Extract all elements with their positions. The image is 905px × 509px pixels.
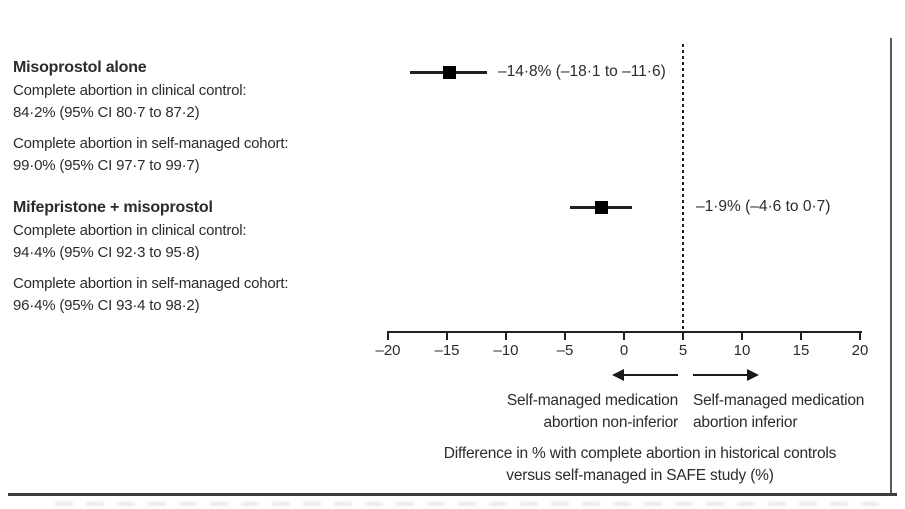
direction-label-line: abortion inferior bbox=[693, 414, 798, 431]
group-heading: Mifepristone + misoprostol bbox=[13, 199, 213, 216]
x-axis-line bbox=[388, 331, 862, 333]
noninferiority-reference-line bbox=[682, 44, 684, 333]
group-line: 94·4% (95% CI 92·3 to 95·8) bbox=[13, 244, 200, 261]
figure-frame-right-border bbox=[890, 38, 892, 496]
group-heading: Misoprostol alone bbox=[13, 59, 147, 76]
group-line: Complete abortion in clinical control: bbox=[13, 222, 247, 239]
group-mifepristone-misoprostol: Mifepristone + misoprostol Complete abor… bbox=[13, 196, 373, 317]
group-line: 99·0% (95% CI 97·7 to 99·7) bbox=[13, 157, 200, 174]
estimate-label: –1·9% (–4·6 to 0·7) bbox=[696, 198, 831, 215]
arrow-left-icon bbox=[612, 369, 624, 381]
x-axis-tick-label: –15 bbox=[434, 342, 460, 359]
x-axis-tick-label: 10 bbox=[733, 342, 751, 359]
x-axis-tick bbox=[387, 331, 389, 340]
direction-label-line: abortion non-inferior bbox=[543, 414, 678, 431]
x-axis-tick-label: 15 bbox=[792, 342, 810, 359]
group-line: Complete abortion in self-managed cohort… bbox=[13, 275, 289, 292]
x-axis-tick bbox=[564, 331, 566, 340]
x-axis-tick-label: 5 bbox=[678, 342, 688, 359]
arrow-left-shaft bbox=[622, 374, 678, 376]
x-axis-caption-line: versus self-managed in SAFE study (%) bbox=[506, 466, 774, 484]
direction-label-noninferior: Self-managed medication abortion non-inf… bbox=[507, 390, 678, 434]
x-axis-tick bbox=[623, 331, 625, 340]
direction-label-inferior: Self-managed medication abortion inferio… bbox=[693, 390, 864, 434]
group-line: Complete abortion in self-managed cohort… bbox=[13, 135, 289, 152]
direction-label-line: Self-managed medication bbox=[506, 392, 678, 409]
x-axis-tick-label: 0 bbox=[619, 342, 629, 359]
x-axis-tick-label: –10 bbox=[493, 342, 519, 359]
x-axis-tick bbox=[859, 331, 861, 340]
x-axis-tick-label: –20 bbox=[375, 342, 401, 359]
x-axis-tick bbox=[446, 331, 448, 340]
arrow-right-shaft bbox=[693, 374, 749, 376]
arrow-right-icon bbox=[747, 369, 759, 381]
figure-frame-bottom-border bbox=[8, 493, 897, 496]
x-axis-tick-label: –5 bbox=[556, 342, 574, 359]
point-estimate-marker bbox=[595, 200, 609, 214]
direction-label-line: Self-managed medication bbox=[693, 392, 865, 409]
group-line: 96·4% (95% CI 93·4 to 98·2) bbox=[13, 297, 200, 314]
x-axis-tick bbox=[741, 331, 743, 340]
estimate-label: –14·8% (–18·1 to –11·6) bbox=[498, 63, 666, 80]
x-axis-caption: Difference in % with complete abortion i… bbox=[340, 443, 905, 486]
cropped-text-smudge bbox=[55, 502, 890, 506]
group-line: 84·2% (95% CI 80·7 to 87·2) bbox=[13, 104, 200, 121]
group-misoprostol-alone: Misoprostol alone Complete abortion in c… bbox=[13, 56, 373, 177]
x-axis-tick bbox=[682, 331, 684, 340]
x-axis-tick bbox=[800, 331, 802, 340]
group-line: Complete abortion in clinical control: bbox=[13, 82, 247, 99]
point-estimate-marker bbox=[442, 65, 456, 79]
x-axis-tick-label: 20 bbox=[851, 342, 869, 359]
x-axis-caption-line: Difference in % with complete abortion i… bbox=[443, 445, 837, 462]
x-axis-tick bbox=[505, 331, 507, 340]
